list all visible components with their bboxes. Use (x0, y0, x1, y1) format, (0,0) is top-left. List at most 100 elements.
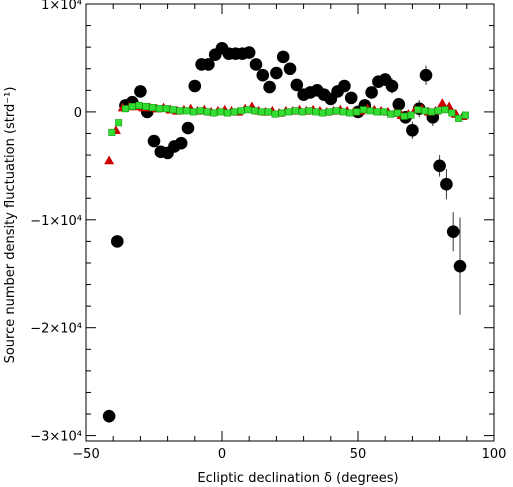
data-point-square (312, 108, 320, 116)
plot-frame (85, 3, 495, 442)
data-point-square (210, 109, 218, 117)
y-tick-label: 1×10⁴ (41, 0, 82, 13)
data-point-circle (406, 123, 419, 137)
data-point-circle (446, 225, 460, 238)
x-tick-label: 0 (218, 447, 226, 462)
data-point-circle (276, 50, 290, 64)
data-point-circle (134, 85, 147, 98)
data-point-circle (453, 259, 467, 273)
data-point-square (285, 108, 293, 116)
data-point-square (332, 107, 340, 115)
data-point-square (217, 108, 225, 116)
data-point-square (414, 106, 422, 114)
data-point-circle (202, 58, 215, 71)
data-point-square (278, 109, 286, 117)
data-point-circle (174, 136, 188, 150)
x-tick-label: 50 (350, 447, 367, 462)
data-point-square (196, 107, 204, 115)
axis-ticks (85, 3, 495, 441)
data-point-square (346, 109, 354, 117)
data-point-square (115, 119, 123, 127)
data-series (102, 41, 469, 423)
data-point-square (142, 103, 150, 111)
data-point-square (264, 108, 272, 116)
data-point-circle (147, 134, 161, 148)
y-axis-title: Source number density fluctuation (strd⁻… (3, 87, 18, 364)
data-point-square (203, 108, 211, 116)
data-point-square (373, 108, 381, 116)
data-point-square (183, 107, 191, 115)
data-point-circle (188, 79, 202, 93)
y-tick-label: −2×10⁴ (30, 322, 82, 337)
data-point-square (427, 108, 435, 116)
data-point-triangle (104, 155, 115, 165)
data-point-square (441, 106, 449, 114)
data-point-triangle (437, 98, 448, 108)
data-point-square (407, 111, 415, 119)
data-point-square (448, 109, 456, 117)
data-point-square (162, 105, 170, 113)
data-point-square (353, 108, 361, 116)
x-axis-title: Ecliptic declination δ (degrees) (197, 471, 398, 486)
data-point-square (455, 114, 463, 122)
plot-border (85, 3, 495, 442)
data-point-circle (181, 121, 195, 135)
data-point-square (366, 107, 374, 115)
data-point-square (359, 106, 367, 114)
data-point-square (176, 107, 184, 115)
y-tick-label: −1×10⁴ (30, 214, 82, 229)
data-point-square (223, 109, 231, 117)
data-point-square (108, 128, 116, 136)
data-point-square (244, 106, 252, 114)
data-point-square (251, 107, 259, 115)
x-tick-label: 100 (482, 447, 507, 462)
data-point-circle (256, 68, 270, 82)
data-point-square (169, 106, 177, 114)
data-point-square (305, 107, 313, 115)
data-point-circle (338, 79, 351, 93)
data-point-square (121, 105, 129, 113)
data-point-circle (433, 159, 446, 173)
data-point-square (237, 107, 245, 115)
x-tick-label: −50 (72, 447, 99, 462)
data-point-circle (344, 91, 358, 105)
data-point-square (230, 108, 238, 116)
data-point-circle (242, 46, 256, 59)
data-point-circle (102, 409, 116, 423)
data-point-square (339, 108, 347, 116)
data-point-circle (283, 62, 297, 76)
y-tick-label: 0 (74, 106, 82, 121)
data-point-square (149, 104, 157, 112)
axis-tick-labels: −50 0 50 100 1×10⁴ 0 −1×10⁴ −2×10⁴ −3×10⁴ (30, 0, 506, 462)
data-point-circle (290, 78, 304, 92)
data-point-square (380, 108, 388, 116)
series-circle (102, 41, 467, 423)
data-point-square (271, 110, 279, 118)
data-point-square (257, 108, 265, 116)
data-point-square (319, 109, 327, 117)
series-square (108, 101, 469, 136)
data-point-square (434, 107, 442, 115)
data-point-square (421, 107, 429, 115)
data-point-circle (365, 86, 378, 99)
data-point-square (400, 112, 408, 120)
data-point-circle (419, 68, 433, 82)
y-tick-label: −3×10⁴ (30, 430, 82, 445)
data-point-circle (440, 177, 453, 191)
data-point-circle (392, 98, 406, 111)
data-point-square (325, 108, 333, 116)
data-point-square (128, 103, 136, 111)
data-point-square (387, 110, 395, 118)
data-point-circle (249, 58, 263, 71)
data-point-square (135, 101, 143, 109)
data-point-square (298, 108, 306, 116)
data-point-circle (385, 79, 399, 93)
data-point-square (291, 107, 299, 115)
data-point-square (461, 111, 469, 119)
data-point-circle (263, 80, 276, 94)
data-point-square (155, 105, 163, 113)
data-point-square (393, 109, 401, 117)
data-point-circle (110, 235, 124, 248)
data-point-square (189, 108, 197, 116)
